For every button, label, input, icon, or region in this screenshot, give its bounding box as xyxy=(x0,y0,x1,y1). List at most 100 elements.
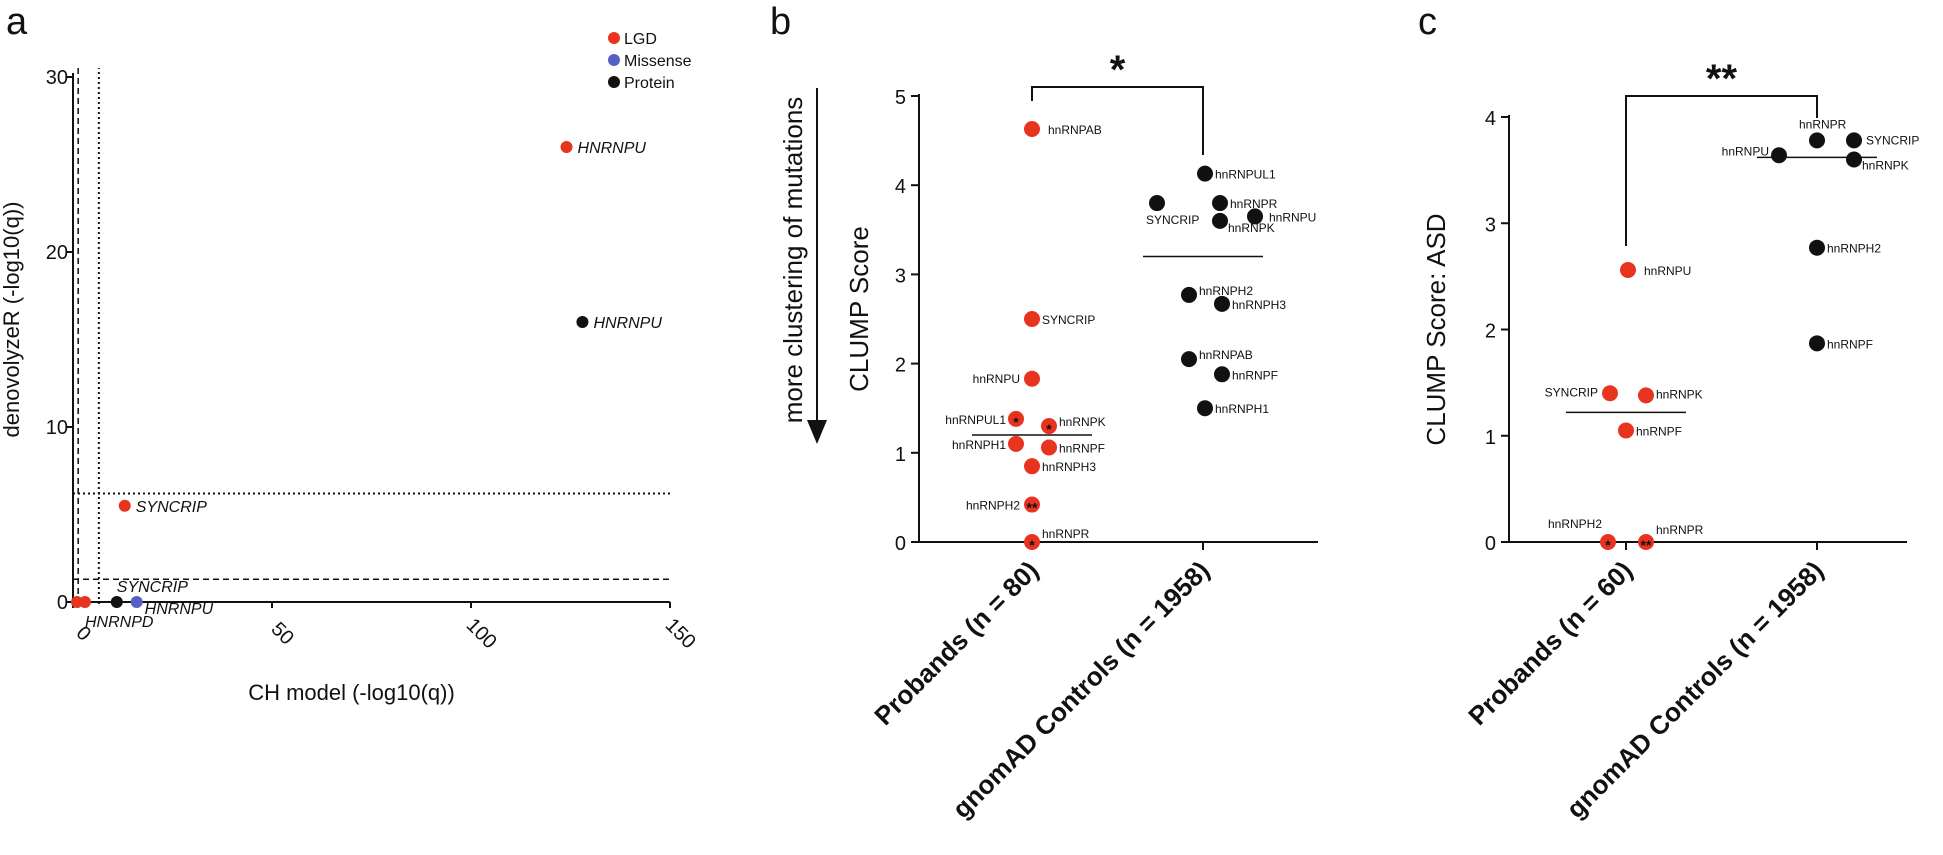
data-point xyxy=(1638,534,1654,550)
y-tick-label: 0 xyxy=(57,592,68,614)
data-point xyxy=(118,499,131,512)
legend-marker xyxy=(608,54,620,66)
data-point xyxy=(1771,147,1787,164)
x-tick-label: 150 xyxy=(661,614,700,653)
data-point xyxy=(1846,132,1862,149)
significance-marker: * xyxy=(1110,48,1126,92)
data-label: HNRNPU xyxy=(578,140,647,157)
data-label: hnRNPU xyxy=(1644,264,1691,278)
data-point xyxy=(1041,439,1057,456)
arrow-label: more clustering of mutations xyxy=(778,97,808,424)
point-significance-mark: * xyxy=(1046,421,1052,437)
data-label: hnRNPH3 xyxy=(1232,298,1286,312)
y-axis-label: CLUMP Score xyxy=(844,226,874,392)
y-tick-label: 5 xyxy=(895,87,906,109)
data-label: hnRNPUL1 xyxy=(945,413,1006,427)
data-label: SYNCRIP xyxy=(1545,385,1598,399)
legend-entry: Missense xyxy=(624,53,692,70)
data-point xyxy=(1212,195,1228,212)
data-label: hnRNPF xyxy=(1636,424,1682,438)
data-point xyxy=(1214,366,1230,383)
data-point xyxy=(1024,311,1040,327)
y-tick-label: 30 xyxy=(46,67,68,89)
data-point xyxy=(1846,151,1862,168)
legend-entry: Protein xyxy=(624,75,675,92)
x-tick-label: 50 xyxy=(267,618,298,649)
data-point xyxy=(130,596,143,608)
arrow-head xyxy=(807,420,827,444)
y-tick-label: 1 xyxy=(1485,427,1496,449)
data-label: hnRNPU xyxy=(1722,144,1769,158)
data-label: hnRNPH1 xyxy=(1215,402,1269,416)
data-label: HNRNPD xyxy=(85,614,154,631)
y-tick-label: 1 xyxy=(895,444,906,466)
data-label: hnRNPF xyxy=(1059,441,1105,455)
data-label: hnRNPUL1 xyxy=(1215,168,1276,182)
data-point xyxy=(1024,121,1040,138)
data-point xyxy=(1181,351,1197,368)
data-label: hnRNPK xyxy=(1228,221,1275,235)
legend-marker xyxy=(608,76,620,88)
data-label: SYNCRIP xyxy=(1146,213,1199,227)
significance-bracket xyxy=(1031,86,1204,155)
data-point xyxy=(1809,132,1825,149)
data-label: hnRNPAB xyxy=(1048,123,1102,137)
data-point xyxy=(1214,295,1230,312)
data-label: hnRNPF xyxy=(1232,368,1278,382)
point-significance-mark: ** xyxy=(1027,500,1038,516)
y-tick-label: 3 xyxy=(895,265,906,287)
data-label: SYNCRIP xyxy=(1042,313,1095,327)
data-point xyxy=(1197,400,1213,417)
data-label: HNRNPU xyxy=(593,315,662,332)
x-axis-label: CH model (-log10(q)) xyxy=(248,680,455,705)
data-point xyxy=(1602,385,1618,402)
significance-marker: ** xyxy=(1706,57,1738,101)
data-label: SYNCRIP xyxy=(136,499,207,516)
y-tick-label: 10 xyxy=(46,417,68,439)
data-point xyxy=(1041,418,1057,435)
data-point xyxy=(1600,534,1616,550)
data-point xyxy=(1024,496,1040,513)
data-point xyxy=(1008,435,1024,452)
point-significance-mark: * xyxy=(1029,537,1035,553)
data-label: hnRNPH2 xyxy=(1548,517,1602,531)
data-label: hnRNPH1 xyxy=(952,438,1006,452)
point-significance-mark: ** xyxy=(1641,537,1652,553)
data-point xyxy=(1024,370,1040,387)
data-label: hnRNPU xyxy=(973,372,1020,386)
category-label: Probands (n = 80) xyxy=(868,555,1044,731)
data-point xyxy=(1809,335,1825,352)
data-point xyxy=(1008,410,1024,427)
y-tick-label: 4 xyxy=(895,176,906,198)
data-point xyxy=(78,596,91,608)
panel-letter-a: a xyxy=(6,1,28,43)
data-point xyxy=(1181,286,1197,303)
data-point xyxy=(560,141,573,153)
data-label: hnRNPU xyxy=(1269,210,1316,224)
data-label: hnRNPH2 xyxy=(1199,284,1253,298)
panel-letter-c: c xyxy=(1418,1,1437,43)
data-point xyxy=(1247,208,1263,225)
data-point xyxy=(1638,387,1654,404)
point-significance-mark: * xyxy=(1605,537,1611,553)
category-label: Probands (n = 60) xyxy=(1462,555,1638,731)
data-label: hnRNPK xyxy=(1059,415,1106,429)
data-label: SYNCRIP xyxy=(117,579,188,596)
data-label: hnRNPAB xyxy=(1199,348,1253,362)
significance-bracket xyxy=(1625,95,1818,246)
y-tick-label: 2 xyxy=(895,355,906,377)
y-tick-label: 2 xyxy=(1485,321,1496,343)
point-significance-mark: * xyxy=(1013,414,1019,430)
y-tick-label: 20 xyxy=(46,242,68,264)
panel-letter-b: b xyxy=(770,1,791,43)
data-point xyxy=(1212,212,1228,229)
y-tick-label: 0 xyxy=(895,533,906,555)
legend-entry: LGD xyxy=(624,31,657,48)
y-axis-label: denovolyzeR (-log10(q)) xyxy=(0,202,24,438)
data-label: SYNCRIP xyxy=(1866,133,1919,147)
data-label: hnRNPR xyxy=(1230,197,1278,211)
data-label: hnRNPH2 xyxy=(966,499,1020,513)
